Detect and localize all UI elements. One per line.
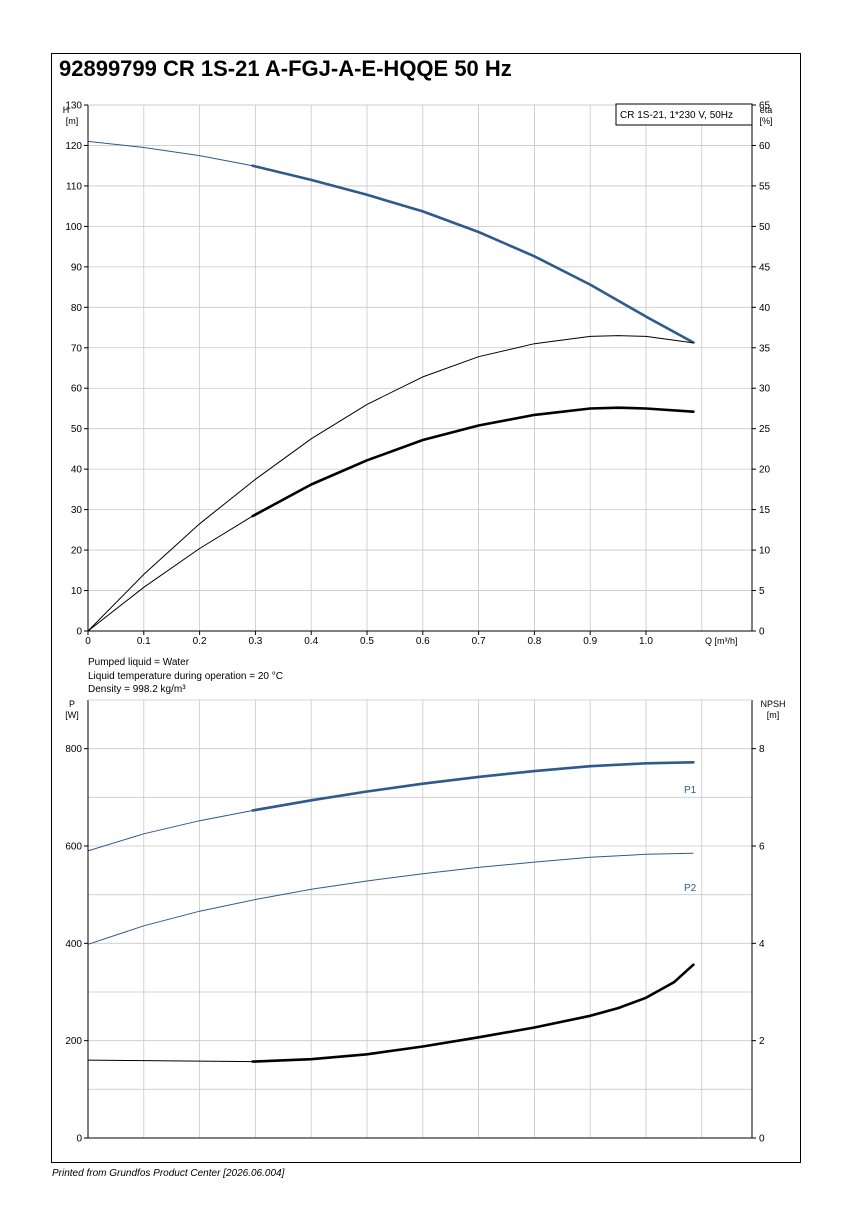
curve-line (87, 761, 694, 852)
curve-duty-range (251, 406, 695, 518)
x-tick-label: 0 (85, 636, 91, 647)
left-tick-label: 90 (71, 262, 83, 273)
x-tick-label: 0.4 (304, 636, 318, 647)
curve-duty-range (251, 761, 695, 812)
right-tick-label: 15 (759, 505, 771, 516)
left-tick-label: 200 (65, 1036, 82, 1047)
left-tick-label: 120 (65, 141, 82, 152)
left-tick-label: 40 (71, 465, 83, 476)
bottom-chart-grid (88, 700, 752, 1138)
bottom-chart-axes (87, 699, 753, 1139)
footer-note: Printed from Grundfos Product Center [20… (52, 1168, 285, 1179)
left-tick-label: 600 (65, 842, 82, 853)
right-tick-label: 20 (759, 465, 771, 476)
left-axis-label-h: H (63, 105, 70, 115)
bottom-chart-ticks: 0 200 400 600 800 0 2 4 6 8 (65, 744, 765, 1144)
right-tick-label: 8 (759, 744, 765, 755)
left-axis-unit-h: [m] (66, 116, 79, 126)
right-tick-label: 50 (759, 222, 771, 233)
left-axis-label-p: P (69, 699, 75, 709)
x-tick-label: 0.1 (137, 636, 151, 647)
curve-duty-range (251, 164, 695, 344)
left-tick-label: 130 (65, 101, 82, 112)
right-tick-label: 40 (759, 303, 771, 314)
left-tick-label: 70 (71, 343, 83, 354)
liquid-info-line: Pumped liquid = Water (88, 657, 190, 668)
legend-box (615, 103, 753, 126)
curve-line (87, 335, 694, 632)
right-tick-label: 0 (759, 1134, 765, 1145)
x-tick-label: 0.6 (416, 636, 430, 647)
right-axis-label-npsh: NPSH (760, 699, 785, 709)
left-tick-label: 400 (65, 939, 82, 950)
bottom-chart-curves (87, 761, 695, 1063)
left-tick-label: 110 (66, 181, 82, 192)
left-tick-label: 0 (76, 627, 82, 638)
right-tick-label: 60 (759, 141, 771, 152)
right-tick-label: 45 (759, 262, 771, 273)
x-tick-label: 0.9 (583, 636, 597, 647)
right-tick-label: 25 (759, 424, 771, 435)
x-tick-label: 0.2 (193, 636, 207, 647)
right-tick-label: 4 (759, 939, 765, 950)
liquid-info-line: Density = 998.2 kg/m³ (88, 684, 186, 695)
right-tick-label: 0 (759, 627, 765, 638)
top-chart-ticks: 0 10 20 30 40 50 60 70 80 90 100 110 120 130 0 5 10 15 20 2… (65, 101, 770, 648)
left-tick-label: 100 (65, 222, 82, 233)
legend-box-text: CR 1S-21, 1*230 V, 50Hz (620, 110, 733, 121)
left-tick-label: 0 (76, 1134, 82, 1145)
left-tick-label: 20 (71, 546, 83, 557)
right-tick-label: 6 (759, 842, 765, 853)
x-tick-label: 1.0 (639, 636, 653, 647)
top-chart-curves (87, 140, 695, 632)
left-tick-label: 50 (71, 424, 83, 435)
right-tick-label: 2 (759, 1036, 765, 1047)
series-label-p1: P1 (684, 785, 697, 796)
top-chart-grid (88, 104, 752, 631)
right-tick-label: 30 (759, 384, 771, 395)
chart-frame (51, 53, 801, 1163)
page-title: 92899799 CR 1S-21 A-FGJ-A-E-HQQE 50 Hz (59, 56, 512, 81)
curve-line (87, 407, 694, 632)
x-tick-label: 0.8 (527, 636, 541, 647)
curve-duty-range (251, 963, 695, 1063)
left-tick-label: 10 (71, 586, 83, 597)
top-chart-axes (87, 104, 753, 632)
left-tick-label: 60 (71, 384, 83, 395)
x-axis-label: Q [m³/h] (705, 636, 738, 646)
left-tick-label: 80 (71, 303, 83, 314)
left-tick-label: 800 (65, 744, 82, 755)
left-tick-label: 30 (71, 505, 83, 516)
left-axis-unit-p: [W] (65, 710, 79, 720)
right-tick-label: 5 (759, 586, 765, 597)
x-tick-label: 0.3 (248, 636, 262, 647)
curve-line (87, 852, 694, 945)
right-axis-unit-eta: [%] (759, 116, 772, 126)
right-axis-label-eta: eta (760, 105, 773, 115)
right-tick-label: 55 (759, 181, 771, 192)
curve-line (87, 140, 694, 343)
right-axis-unit-npsh: [m] (767, 710, 780, 720)
series-label-p2: P2 (684, 883, 697, 894)
right-tick-label: 35 (759, 343, 771, 354)
x-tick-label: 0.7 (472, 636, 486, 647)
liquid-info-line: Liquid temperature during operation = 20… (88, 671, 283, 682)
x-tick-label: 0.5 (360, 636, 374, 647)
right-tick-label: 10 (759, 546, 771, 557)
right-tick-label: 65 (759, 101, 771, 112)
